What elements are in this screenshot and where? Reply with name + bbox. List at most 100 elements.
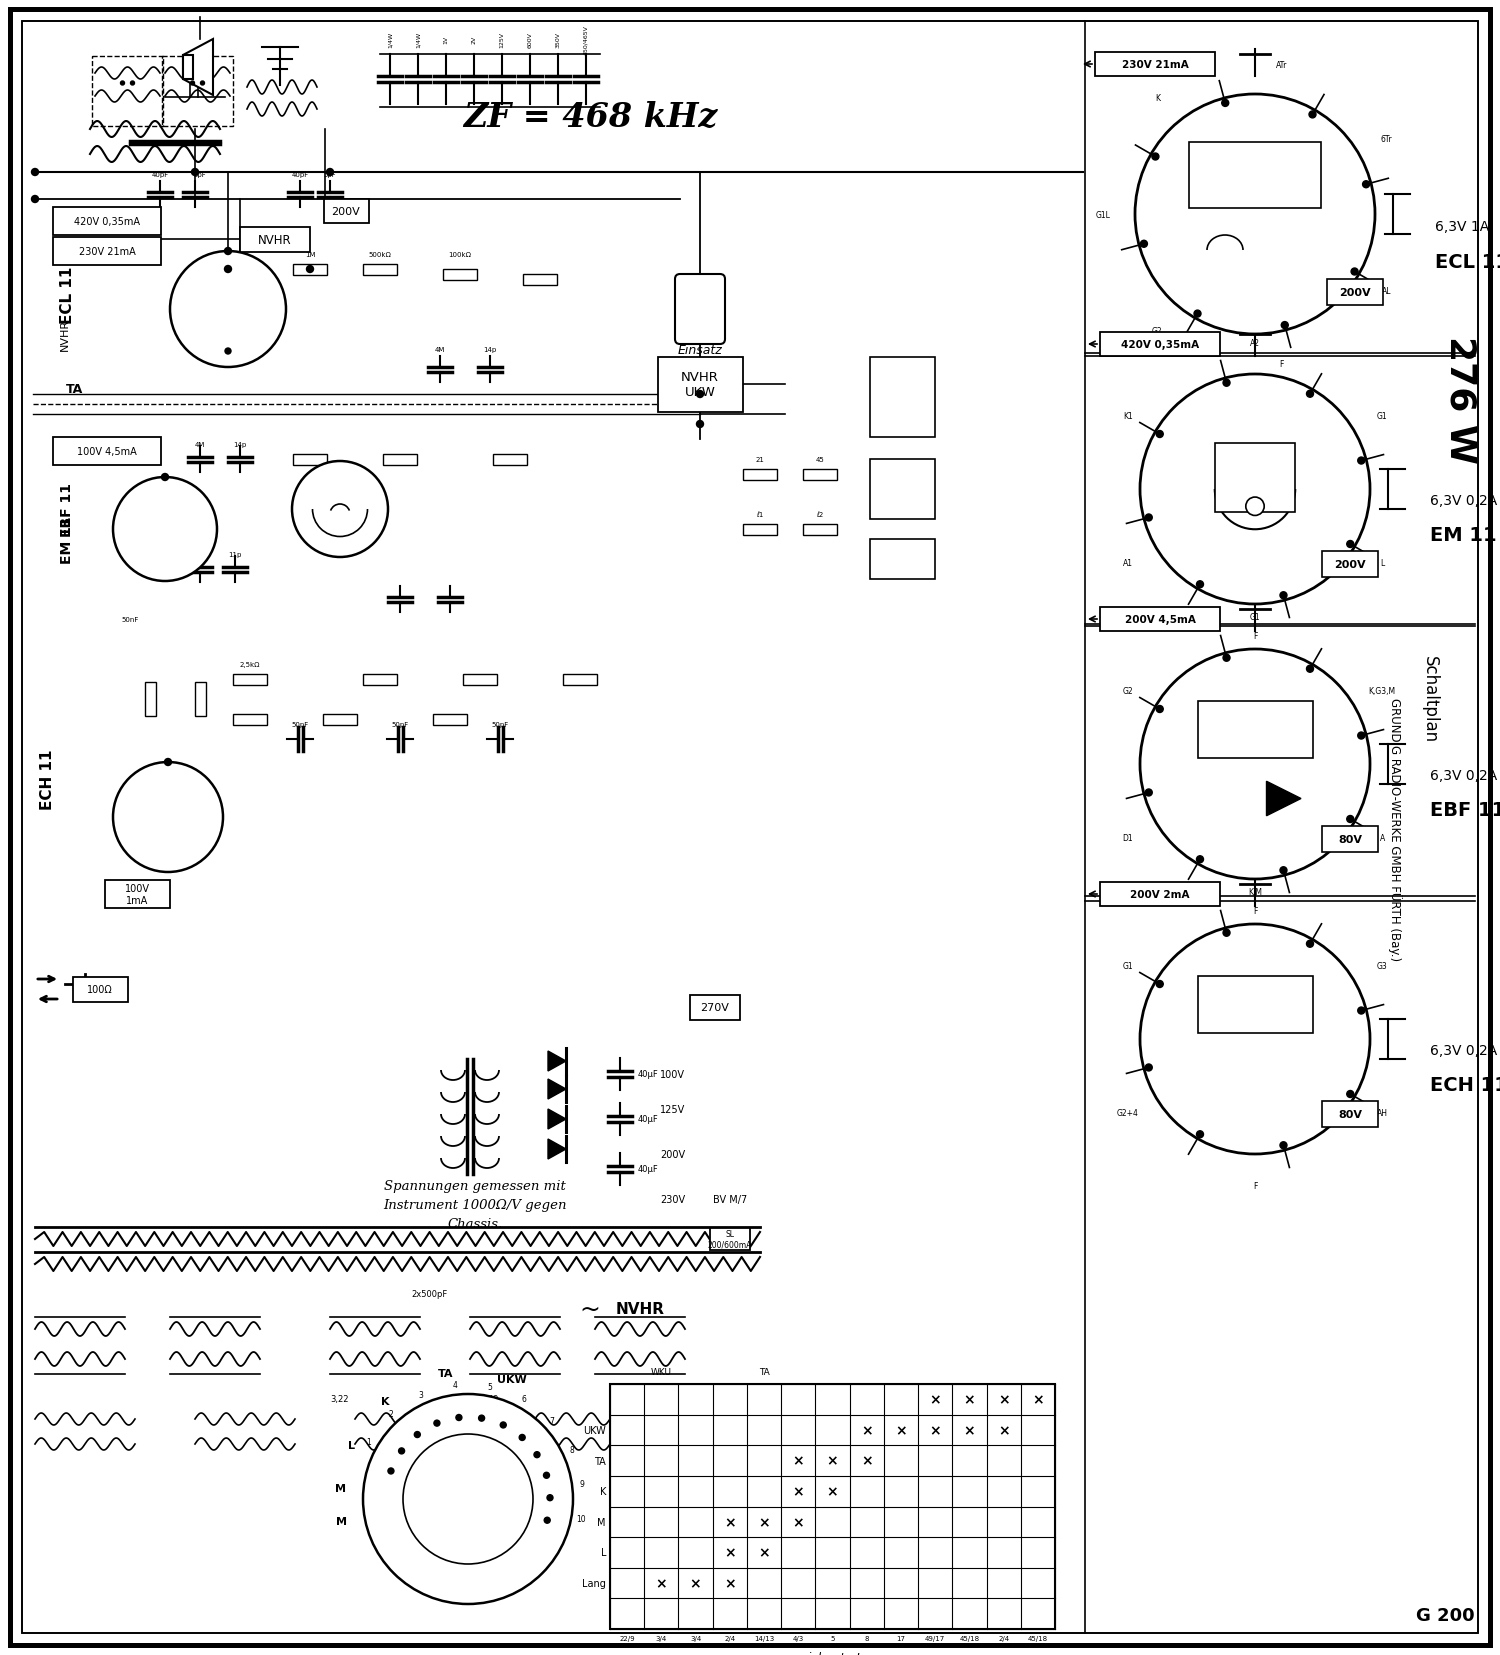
Circle shape (1347, 816, 1354, 823)
Bar (292, 453, 327, 465)
Text: WKU: WKU (651, 1367, 672, 1377)
Text: 230V 21mA: 230V 21mA (1122, 60, 1188, 70)
Text: G 200: G 200 (1416, 1605, 1474, 1624)
Circle shape (292, 462, 388, 558)
Circle shape (696, 422, 703, 429)
Circle shape (1352, 268, 1358, 276)
Text: 3/4: 3/4 (690, 1635, 700, 1642)
Bar (524, 275, 556, 285)
Text: ×: × (792, 1485, 804, 1498)
Text: K,G3,M: K,G3,M (1368, 687, 1396, 695)
Text: ×: × (998, 1392, 1010, 1407)
Bar (1100, 607, 1220, 632)
Bar (742, 525, 777, 535)
Circle shape (170, 252, 286, 367)
Text: 50pF: 50pF (291, 722, 309, 728)
Text: ×: × (792, 1514, 804, 1529)
Text: 8: 8 (864, 1635, 868, 1642)
Text: M: M (336, 1516, 348, 1526)
Bar (742, 470, 777, 480)
Polygon shape (183, 40, 213, 96)
Text: ×: × (690, 1576, 702, 1590)
Text: 450/465V: 450/465V (584, 25, 588, 55)
Text: 6,3V 0,2A: 6,3V 0,2A (1430, 495, 1497, 508)
Text: ×: × (724, 1576, 735, 1590)
Bar (1322, 551, 1378, 578)
Bar (710, 1228, 750, 1250)
Circle shape (162, 475, 168, 482)
Text: ×: × (656, 1576, 668, 1590)
Circle shape (112, 478, 218, 581)
Text: 14/13: 14/13 (754, 1635, 774, 1642)
Circle shape (500, 1422, 506, 1428)
Text: L: L (1380, 559, 1384, 568)
Text: 100V: 100V (660, 1069, 686, 1079)
Circle shape (1281, 323, 1288, 329)
Bar (442, 270, 477, 280)
Text: 21: 21 (756, 457, 765, 463)
Bar (232, 674, 267, 685)
Text: 40µF: 40µF (638, 1069, 658, 1079)
Text: 100V 4,5mA: 100V 4,5mA (76, 447, 136, 457)
Text: 200V 4,5mA: 200V 4,5mA (1125, 614, 1196, 624)
Circle shape (1280, 867, 1287, 874)
Text: 200V 2mA: 200V 2mA (1131, 889, 1190, 899)
Text: ZF = 468 kHz: ZF = 468 kHz (464, 101, 717, 134)
Text: 125V: 125V (660, 1104, 686, 1114)
Bar (382, 453, 417, 465)
Text: EBF11: EBF11 (897, 381, 908, 414)
Bar (292, 265, 327, 275)
Circle shape (190, 83, 195, 86)
Circle shape (1306, 940, 1314, 948)
Circle shape (225, 248, 231, 255)
Bar (53, 209, 160, 237)
Bar (232, 713, 267, 725)
Text: ~: ~ (579, 1298, 600, 1321)
Text: EM 11: EM 11 (60, 516, 74, 563)
Text: 1V: 1V (444, 36, 448, 45)
Bar (240, 227, 310, 252)
Text: G1: G1 (1122, 962, 1132, 970)
Text: 1/4W: 1/4W (416, 31, 420, 48)
Text: 420V 0,35mA: 420V 0,35mA (1120, 339, 1198, 349)
Bar (1190, 142, 1322, 209)
Text: F: F (1252, 632, 1257, 640)
Text: 14p: 14p (234, 442, 246, 449)
Text: G2+4: G2+4 (1118, 1109, 1138, 1117)
Circle shape (456, 1415, 462, 1420)
Circle shape (1156, 981, 1162, 988)
Circle shape (1306, 391, 1314, 397)
Text: ×: × (861, 1423, 873, 1437)
Circle shape (1221, 101, 1228, 108)
Text: NVHR: NVHR (615, 1302, 664, 1317)
Text: 1M: 1M (304, 252, 315, 258)
Text: 200V: 200V (1334, 559, 1366, 569)
Circle shape (1144, 789, 1152, 796)
Text: M: M (597, 1518, 606, 1528)
Text: ECH11: ECH11 (897, 472, 908, 506)
Circle shape (120, 83, 124, 86)
Text: 6,3V 1A: 6,3V 1A (1436, 220, 1490, 233)
Circle shape (363, 1394, 573, 1604)
Text: F: F (1252, 1182, 1257, 1192)
Bar (464, 674, 496, 685)
Text: 11p: 11p (228, 551, 242, 558)
Bar (494, 453, 526, 465)
Bar (72, 976, 128, 1001)
Text: L: L (600, 1547, 606, 1557)
Text: 2: 2 (388, 1410, 393, 1418)
Text: G1: G1 (1377, 412, 1388, 420)
Circle shape (1140, 650, 1370, 879)
Circle shape (414, 1432, 420, 1438)
Bar (105, 880, 170, 909)
Text: A: A (1380, 834, 1384, 842)
Circle shape (1144, 1064, 1152, 1071)
Circle shape (1140, 242, 1148, 248)
Text: TA: TA (66, 384, 84, 396)
Text: M: M (334, 1483, 346, 1493)
Text: ×: × (724, 1514, 735, 1529)
Text: G3: G3 (1377, 962, 1388, 970)
Circle shape (1140, 925, 1370, 1154)
Text: GRUNDIG RADIO-WERKE GMBH FÜRTH (Bay.): GRUNDIG RADIO-WERKE GMBH FÜRTH (Bay.) (1388, 698, 1402, 962)
Circle shape (1152, 154, 1160, 161)
